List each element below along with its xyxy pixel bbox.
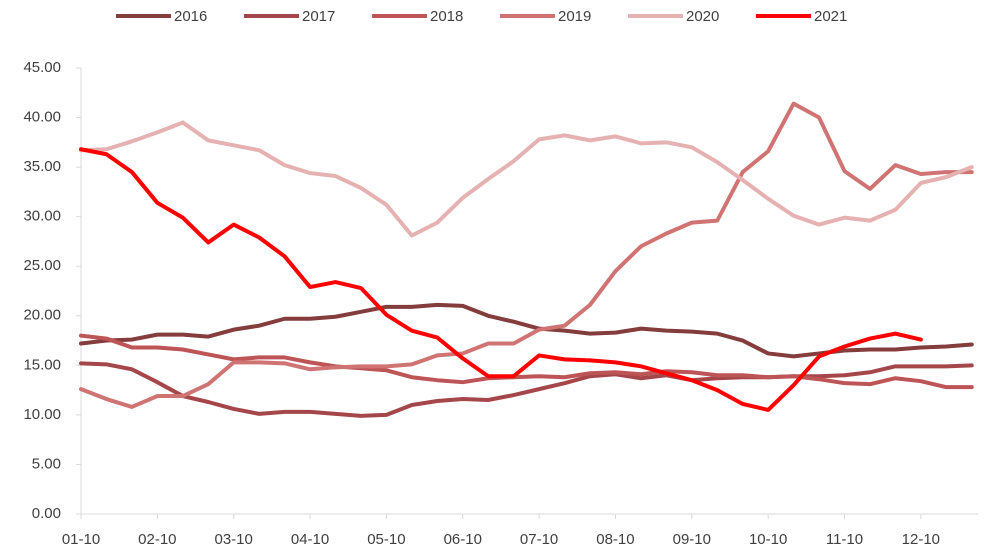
x-tick-label: 11-10 — [826, 531, 863, 548]
x-tick-label: 09-10 — [673, 531, 711, 548]
y-tick-label: 0.00 — [32, 505, 61, 522]
legend-label: 2018 — [430, 8, 463, 25]
x-tick-label: 04-10 — [291, 531, 329, 548]
y-tick-label: 5.00 — [32, 455, 61, 472]
x-tick-label: 12-10 — [902, 531, 940, 548]
x-tick-label: 10-10 — [749, 531, 787, 548]
x-tick-label: 03-10 — [215, 531, 253, 548]
x-tick-label: 06-10 — [444, 531, 482, 548]
x-tick-label: 05-10 — [367, 531, 405, 548]
legend-label: 2016 — [174, 8, 207, 25]
y-tick-label: 15.00 — [23, 356, 61, 373]
series-line — [79, 101, 974, 409]
x-tick-label: 01-10 — [62, 531, 100, 548]
series-line — [79, 333, 974, 390]
legend-label: 2020 — [686, 8, 719, 25]
legend-label: 2021 — [814, 8, 847, 25]
legend-label: 2017 — [302, 8, 335, 25]
y-tick-label: 40.00 — [23, 109, 61, 126]
series-line — [79, 120, 974, 238]
series-line — [79, 147, 923, 412]
y-tick-label: 25.00 — [23, 257, 61, 274]
legend-label: 2019 — [558, 8, 591, 25]
y-tick-label: 10.00 — [23, 406, 61, 423]
x-tick-label: 02-10 — [138, 531, 176, 548]
x-tick-label: 07-10 — [520, 531, 558, 548]
y-tick-label: 35.00 — [23, 158, 61, 175]
y-tick-label: 20.00 — [23, 307, 61, 324]
y-tick-label: 45.00 — [23, 59, 61, 76]
series-line — [79, 361, 974, 418]
x-tick-label: 08-10 — [596, 531, 634, 548]
y-tick-label: 30.00 — [23, 208, 61, 225]
